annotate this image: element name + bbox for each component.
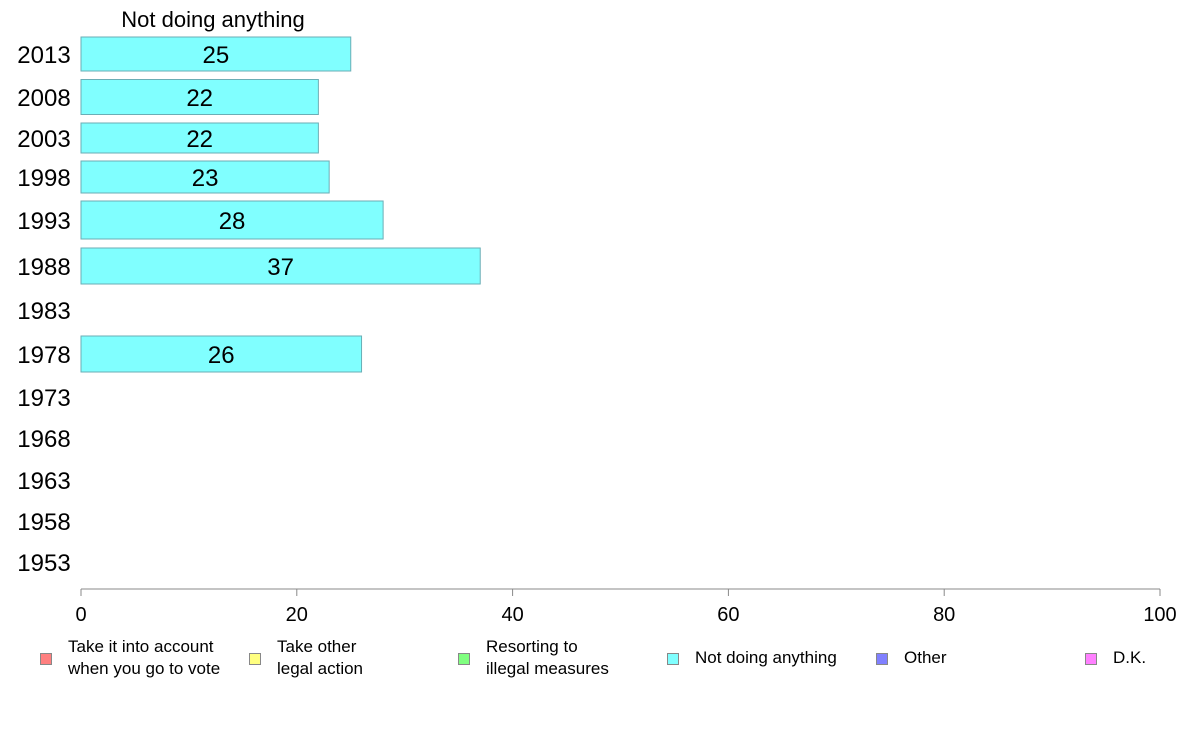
legend-swatch [1085,653,1097,665]
year-label-1973: 1973 [17,385,70,412]
legend-swatch [876,653,888,665]
chart-title: Not doing anything [121,7,304,32]
year-label-1978: 1978 [17,342,70,369]
legend-item-dk: D.K. [1085,636,1146,669]
bar-value-label-2008: 22 [186,85,213,112]
bar-1978 [80,335,363,373]
legend-item-take-into-account: Take it into account when you go to vote [40,636,220,680]
bar-value-label-2003: 22 [186,126,213,153]
legend-item-illegal-measures: Resorting to illegal measures [458,636,609,680]
year-label-2008: 2008 [17,85,70,112]
bar-chart: Not doing anything 2013 25 2008 22 2003 22 199… [17,7,1176,626]
legend-item-other: Other [876,636,947,669]
bar-value-label-2013: 25 [203,42,230,69]
bar-1988 [80,247,481,285]
year-label-1983: 1983 [17,298,70,325]
bar-value-label-1998: 23 [192,165,219,192]
legend-label: Take it into account when you go to vote [68,637,221,678]
year-label-1988: 1988 [17,254,70,281]
bar-2008 [80,79,319,115]
legend-swatch [249,653,261,665]
x-tick-label-60: 60 [717,604,739,626]
year-label-1963: 1963 [17,468,70,495]
x-tick-label-20: 20 [286,604,308,626]
legend-label: Not doing anything [695,648,837,667]
legend: Take it into account when you go to vote… [0,636,1188,696]
x-tick-label-40: 40 [501,604,523,626]
year-label-1993: 1993 [17,208,70,235]
bar-2003 [80,122,319,154]
legend-label: Other [904,648,947,667]
bar-1993 [80,200,384,240]
bar-value-label-1993: 28 [219,208,246,235]
bar-value-label-1978: 26 [208,342,235,369]
year-label-2013: 2013 [17,42,70,69]
legend-item-not-doing-anything: Not doing anything [667,636,837,669]
x-tick-label-100: 100 [1143,604,1176,626]
x-tick-label-80: 80 [933,604,955,626]
legend-label: Take other legal action [277,637,364,678]
legend-label: Resorting to illegal measures [486,637,609,678]
year-label-1953: 1953 [17,550,70,577]
year-label-1958: 1958 [17,509,70,536]
bar-2013 [80,36,352,72]
year-label-1968: 1968 [17,426,70,453]
legend-swatch [458,653,470,665]
bar-1998 [80,160,330,194]
year-label-1998: 1998 [17,165,70,192]
legend-swatch [40,653,52,665]
bar-value-label-1988: 37 [267,254,294,281]
legend-label: D.K. [1113,648,1147,667]
legend-swatch [667,653,679,665]
year-label-2003: 2003 [17,126,70,153]
x-tick-label-0: 0 [75,604,86,626]
legend-item-other-legal-action: Take other legal action [249,636,363,680]
